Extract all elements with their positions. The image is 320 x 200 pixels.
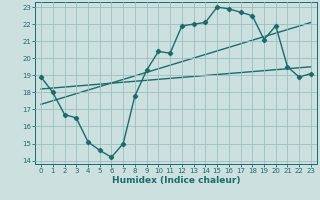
X-axis label: Humidex (Indice chaleur): Humidex (Indice chaleur): [112, 176, 240, 185]
